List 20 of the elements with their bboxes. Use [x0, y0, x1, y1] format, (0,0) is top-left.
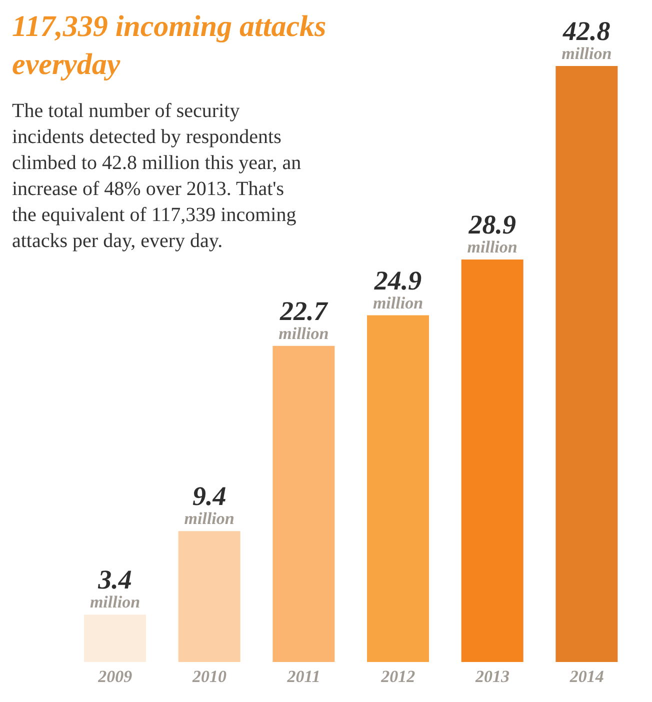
- x-tick-label: 2009: [97, 667, 133, 686]
- data-label: 9.4 million: [184, 481, 234, 528]
- x-tick-label: 2012: [380, 667, 416, 686]
- bar: [84, 614, 146, 662]
- data-label: 28.9 million: [467, 210, 518, 257]
- x-tick-label: 2013: [474, 667, 510, 686]
- data-label: 3.4 million: [90, 564, 140, 612]
- bar: [367, 315, 429, 662]
- x-tick-label: 2011: [286, 667, 320, 686]
- data-label: 42.8 million: [562, 16, 612, 63]
- x-tick-label: 2014: [568, 667, 604, 686]
- data-label: 22.7 million: [278, 296, 329, 343]
- annotation: The total number of security incidents detected by respondents climbed to 42.8 million this year, an increase of 48% over 2013. That's the equivalent of 117,339 incoming attacks per day, every day.: [12, 99, 302, 254]
- chart-title: 117,339 incoming attacks everyday: [12, 9, 328, 83]
- bar: [272, 346, 335, 662]
- x-tick-label: 2010: [192, 667, 227, 686]
- bar: [461, 260, 524, 662]
- bar: [556, 66, 618, 662]
- bar: [178, 531, 240, 662]
- data-label: 24.9 million: [372, 265, 424, 312]
